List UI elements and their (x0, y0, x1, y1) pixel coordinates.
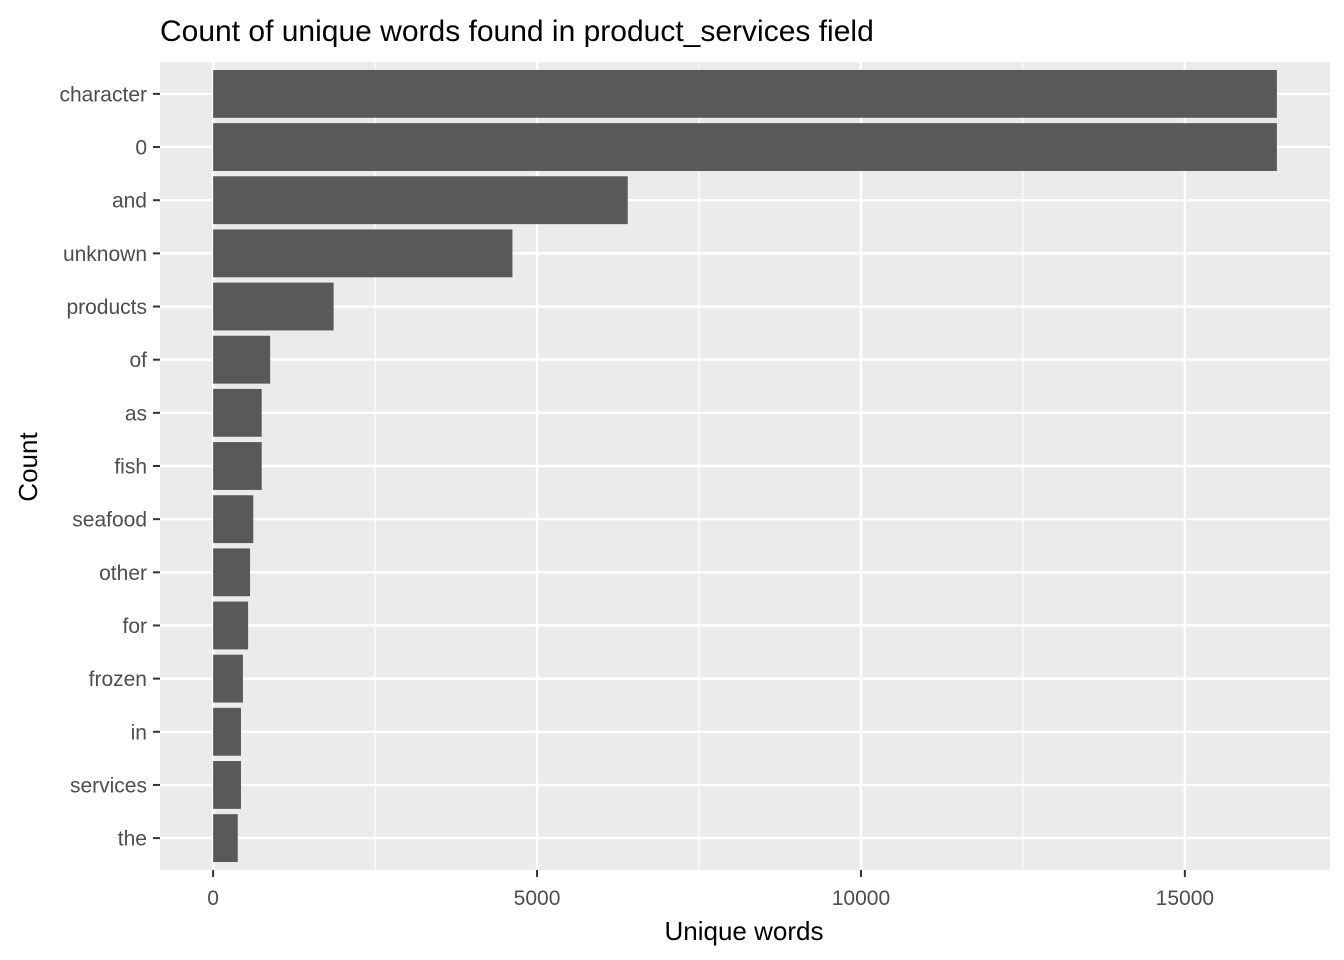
bar-for (213, 601, 249, 650)
y-tick-label: 0 (135, 137, 147, 160)
x-axis-title: Unique words (665, 916, 824, 946)
chart-title: Count of unique words found in product_s… (160, 15, 874, 48)
x-axis: 0 5000 10000 15000 (207, 870, 1214, 910)
bar-as (213, 388, 262, 437)
y-tick-label: unknown (63, 243, 147, 266)
y-tick-label: services (70, 774, 147, 797)
bars (213, 69, 1277, 863)
y-axis: character 0 and unknown products of as fish seaf… (59, 83, 160, 851)
y-tick-label: as (125, 402, 147, 425)
y-tick-label: for (122, 615, 147, 638)
bar-unknown (213, 229, 513, 278)
y-tick-label: seafood (72, 509, 147, 532)
bar-products (213, 282, 334, 331)
bar-in (213, 707, 241, 756)
y-tick-label: the (118, 828, 147, 851)
bar-fish (213, 442, 262, 490)
y-tick-label: frozen (89, 668, 147, 691)
x-tick-label: 10000 (832, 887, 890, 910)
y-tick-label: character (59, 83, 147, 106)
bar-character (213, 69, 1277, 118)
bar-frozen (213, 654, 243, 703)
y-tick-label: of (129, 349, 147, 372)
bar-0 (213, 123, 1277, 171)
x-tick-label: 5000 (514, 887, 561, 910)
x-tick-label: 0 (207, 887, 219, 910)
bar-services (213, 761, 241, 809)
y-tick-label: products (66, 296, 147, 319)
y-axis-title: Count (13, 432, 43, 502)
bar-the (213, 814, 238, 863)
bar-seafood (213, 495, 254, 544)
y-tick-label: other (99, 562, 147, 585)
y-tick-label: in (131, 721, 147, 744)
y-tick-label: fish (114, 456, 147, 479)
bar-other (213, 548, 251, 597)
x-tick-label: 15000 (1156, 887, 1214, 910)
bar-and (213, 176, 628, 225)
y-tick-label: and (112, 190, 147, 213)
bar-of (213, 335, 271, 384)
